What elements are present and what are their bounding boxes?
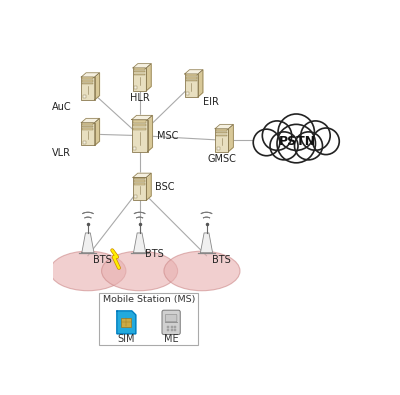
FancyBboxPatch shape xyxy=(216,129,227,131)
FancyBboxPatch shape xyxy=(133,128,146,130)
FancyBboxPatch shape xyxy=(162,310,180,335)
Circle shape xyxy=(262,121,292,150)
Ellipse shape xyxy=(164,251,240,291)
FancyBboxPatch shape xyxy=(122,318,131,327)
FancyBboxPatch shape xyxy=(82,123,93,124)
FancyBboxPatch shape xyxy=(186,92,189,95)
Text: SIM: SIM xyxy=(118,334,135,344)
FancyBboxPatch shape xyxy=(134,71,145,73)
Polygon shape xyxy=(94,73,100,100)
Polygon shape xyxy=(133,64,151,68)
FancyBboxPatch shape xyxy=(82,77,93,79)
FancyBboxPatch shape xyxy=(81,77,94,100)
Polygon shape xyxy=(228,124,233,152)
FancyBboxPatch shape xyxy=(134,181,145,182)
FancyBboxPatch shape xyxy=(133,120,146,122)
FancyBboxPatch shape xyxy=(83,95,86,98)
FancyBboxPatch shape xyxy=(165,314,177,322)
Circle shape xyxy=(270,132,298,160)
Polygon shape xyxy=(82,233,94,253)
Polygon shape xyxy=(200,233,213,253)
Circle shape xyxy=(278,114,314,150)
Polygon shape xyxy=(133,173,151,177)
Text: ME: ME xyxy=(164,334,178,344)
Text: BTS: BTS xyxy=(212,255,230,265)
FancyBboxPatch shape xyxy=(83,141,86,144)
Circle shape xyxy=(294,132,322,160)
FancyBboxPatch shape xyxy=(134,178,145,179)
FancyBboxPatch shape xyxy=(100,293,198,344)
FancyBboxPatch shape xyxy=(186,80,197,81)
Circle shape xyxy=(253,129,280,156)
Ellipse shape xyxy=(50,251,126,291)
Polygon shape xyxy=(185,70,203,74)
FancyBboxPatch shape xyxy=(133,124,146,126)
FancyBboxPatch shape xyxy=(134,86,138,89)
FancyBboxPatch shape xyxy=(82,126,93,127)
FancyBboxPatch shape xyxy=(215,129,228,152)
Text: AuC: AuC xyxy=(52,102,71,112)
FancyBboxPatch shape xyxy=(81,123,94,145)
Polygon shape xyxy=(215,124,233,129)
FancyBboxPatch shape xyxy=(134,183,145,185)
FancyBboxPatch shape xyxy=(185,74,198,97)
FancyBboxPatch shape xyxy=(134,74,145,75)
Polygon shape xyxy=(146,173,151,200)
Ellipse shape xyxy=(102,251,178,291)
FancyBboxPatch shape xyxy=(134,196,138,198)
FancyBboxPatch shape xyxy=(216,135,227,136)
FancyBboxPatch shape xyxy=(133,147,136,150)
Circle shape xyxy=(313,128,339,154)
FancyBboxPatch shape xyxy=(186,74,197,76)
Text: MSC: MSC xyxy=(157,131,179,141)
Polygon shape xyxy=(146,64,151,91)
Polygon shape xyxy=(81,118,100,123)
Text: PSTN: PSTN xyxy=(279,135,316,148)
Polygon shape xyxy=(81,73,100,77)
Text: Mobile Station (MS): Mobile Station (MS) xyxy=(102,295,195,304)
Text: BTS: BTS xyxy=(93,255,112,265)
Text: HLR: HLR xyxy=(130,93,150,103)
FancyBboxPatch shape xyxy=(82,80,93,82)
Text: GMSC: GMSC xyxy=(208,154,237,164)
FancyBboxPatch shape xyxy=(133,177,146,200)
FancyBboxPatch shape xyxy=(82,83,93,85)
FancyBboxPatch shape xyxy=(186,77,197,79)
Polygon shape xyxy=(198,70,203,97)
FancyBboxPatch shape xyxy=(216,147,220,150)
FancyBboxPatch shape xyxy=(133,68,146,91)
Polygon shape xyxy=(148,115,152,152)
Text: EIR: EIR xyxy=(203,97,219,107)
Polygon shape xyxy=(132,115,152,120)
Text: BSC: BSC xyxy=(156,182,175,192)
Text: BTS: BTS xyxy=(145,249,164,259)
Polygon shape xyxy=(134,233,146,253)
Polygon shape xyxy=(94,118,100,145)
FancyBboxPatch shape xyxy=(132,120,148,152)
FancyBboxPatch shape xyxy=(82,128,93,130)
Circle shape xyxy=(301,121,330,150)
FancyBboxPatch shape xyxy=(134,68,145,70)
Polygon shape xyxy=(117,311,136,334)
FancyBboxPatch shape xyxy=(216,132,227,134)
Circle shape xyxy=(277,124,316,163)
Text: VLR: VLR xyxy=(52,148,71,158)
